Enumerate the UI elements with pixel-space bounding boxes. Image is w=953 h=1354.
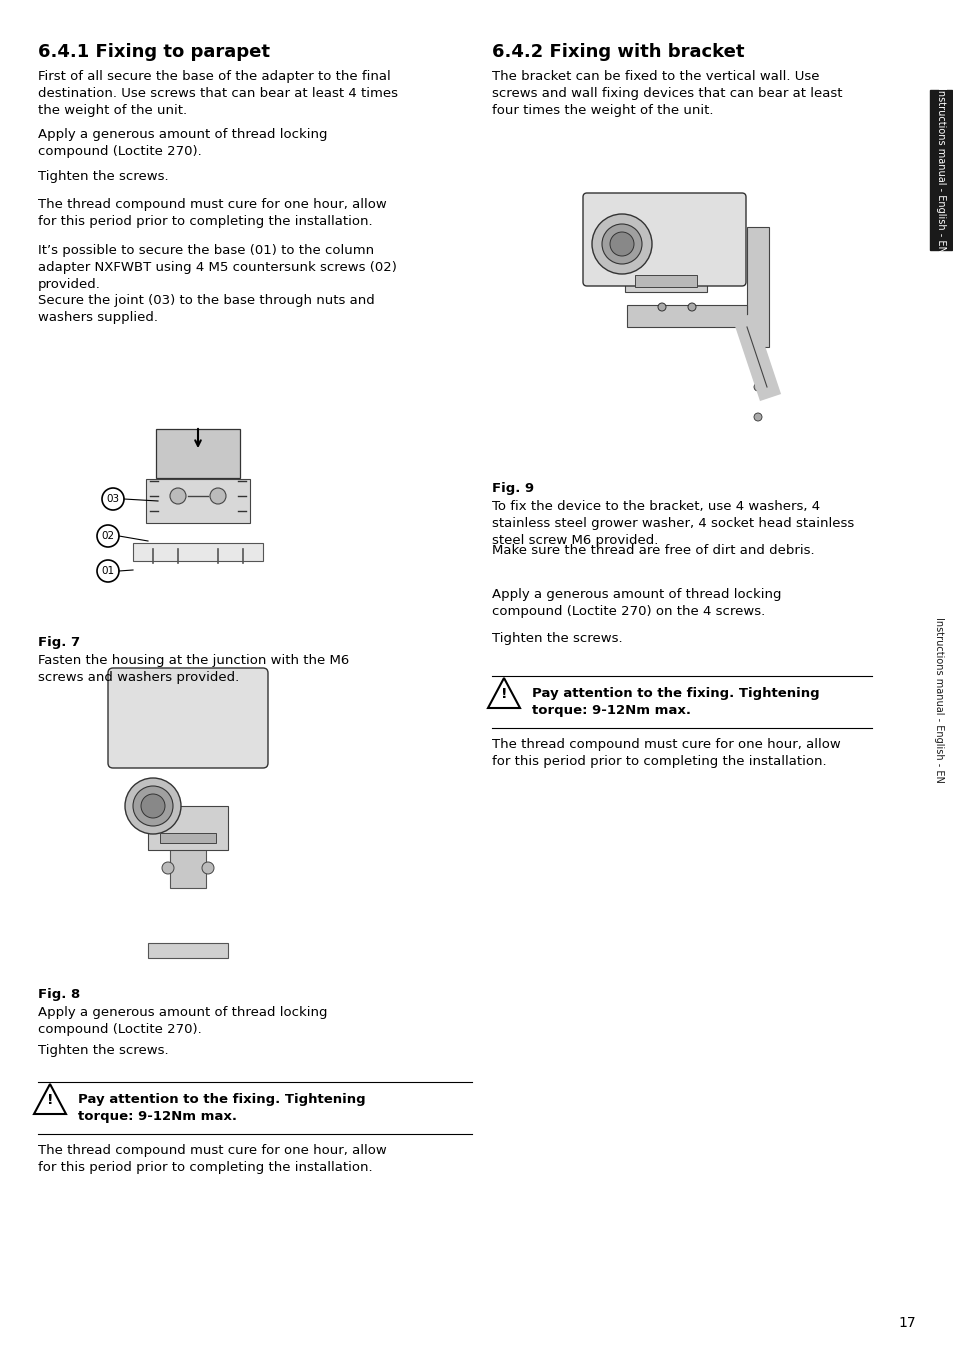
- Text: The thread compound must cure for one hour, allow
for this period prior to compl: The thread compound must cure for one ho…: [38, 1144, 386, 1174]
- Text: Make sure the thread are free of dirt and debris.: Make sure the thread are free of dirt an…: [492, 544, 814, 556]
- Text: The bracket can be fixed to the vertical wall. Use
screws and wall fixing device: The bracket can be fixed to the vertical…: [492, 70, 841, 116]
- Bar: [624, 255, 706, 292]
- Text: Pay attention to the fixing. Tightening
torque: 9-12Nm max.: Pay attention to the fixing. Tightening …: [78, 1093, 365, 1122]
- Circle shape: [170, 487, 186, 504]
- Bar: [170, 818, 206, 888]
- FancyBboxPatch shape: [582, 194, 745, 286]
- Text: Tighten the screws.: Tighten the screws.: [492, 632, 622, 645]
- Text: Tighten the screws.: Tighten the screws.: [38, 171, 169, 183]
- Circle shape: [97, 525, 119, 547]
- Bar: [746, 227, 768, 347]
- Bar: [148, 942, 228, 959]
- Text: 6.4.2 Fixing with bracket: 6.4.2 Fixing with bracket: [492, 43, 743, 61]
- Text: Fasten the housing at the junction with the M6
screws and washers provided.: Fasten the housing at the junction with …: [38, 654, 349, 684]
- Text: Fig. 8: Fig. 8: [38, 988, 80, 1001]
- Text: It’s possible to secure the base (01) to the column
adapter NXFWBT using 4 M5 co: It’s possible to secure the base (01) to…: [38, 244, 396, 291]
- Text: Fig. 9: Fig. 9: [492, 482, 534, 496]
- FancyBboxPatch shape: [148, 806, 228, 850]
- Circle shape: [125, 779, 181, 834]
- FancyBboxPatch shape: [108, 668, 268, 768]
- Polygon shape: [488, 678, 519, 708]
- Text: 6.4.1 Fixing to parapet: 6.4.1 Fixing to parapet: [38, 43, 270, 61]
- Text: Apply a generous amount of thread locking
compound (Loctite 270).: Apply a generous amount of thread lockin…: [38, 129, 327, 158]
- Circle shape: [102, 487, 124, 510]
- Bar: [160, 833, 215, 844]
- Text: 01: 01: [101, 566, 114, 575]
- Text: Tighten the screws.: Tighten the screws.: [38, 1044, 169, 1057]
- Text: !: !: [500, 686, 507, 701]
- Text: 17: 17: [898, 1316, 915, 1330]
- Bar: [929, 89, 951, 250]
- Circle shape: [753, 353, 761, 362]
- Circle shape: [97, 561, 119, 582]
- Circle shape: [658, 303, 665, 311]
- Text: Apply a generous amount of thread locking
compound (Loctite 270) on the 4 screws: Apply a generous amount of thread lockin…: [492, 588, 781, 617]
- Circle shape: [141, 793, 165, 818]
- Circle shape: [202, 862, 213, 873]
- Text: Pay attention to the fixing. Tightening
torque: 9-12Nm max.: Pay attention to the fixing. Tightening …: [532, 686, 819, 718]
- Circle shape: [687, 303, 696, 311]
- Text: 03: 03: [107, 494, 119, 504]
- Text: To fix the device to the bracket, use 4 washers, 4
stainless steel grower washer: To fix the device to the bracket, use 4 …: [492, 500, 853, 547]
- Text: Secure the joint (03) to the base through nuts and
washers supplied.: Secure the joint (03) to the base throug…: [38, 294, 375, 324]
- Circle shape: [753, 413, 761, 421]
- Circle shape: [601, 223, 641, 264]
- Circle shape: [592, 214, 651, 274]
- Bar: [635, 275, 697, 287]
- Text: First of all secure the base of the adapter to the final
destination. Use screws: First of all secure the base of the adap…: [38, 70, 397, 116]
- Text: The thread compound must cure for one hour, allow
for this period prior to compl: The thread compound must cure for one ho…: [38, 198, 386, 227]
- Circle shape: [162, 862, 173, 873]
- Text: Fig. 7: Fig. 7: [38, 636, 80, 649]
- Bar: [132, 543, 263, 561]
- Text: Instructions manual - English - EN: Instructions manual - English - EN: [933, 617, 943, 783]
- Text: Apply a generous amount of thread locking
compound (Loctite 270).: Apply a generous amount of thread lockin…: [38, 1006, 327, 1036]
- FancyBboxPatch shape: [146, 479, 250, 523]
- Text: 02: 02: [101, 531, 114, 542]
- Circle shape: [609, 232, 634, 256]
- Text: The thread compound must cure for one hour, allow
for this period prior to compl: The thread compound must cure for one ho…: [492, 738, 840, 768]
- Polygon shape: [34, 1085, 66, 1114]
- Circle shape: [210, 487, 226, 504]
- Circle shape: [753, 383, 761, 391]
- Text: !: !: [47, 1093, 53, 1108]
- Bar: [626, 305, 746, 328]
- Text: Instructions manual - English - EN: Instructions manual - English - EN: [935, 87, 945, 253]
- Circle shape: [132, 787, 172, 826]
- FancyBboxPatch shape: [156, 429, 240, 478]
